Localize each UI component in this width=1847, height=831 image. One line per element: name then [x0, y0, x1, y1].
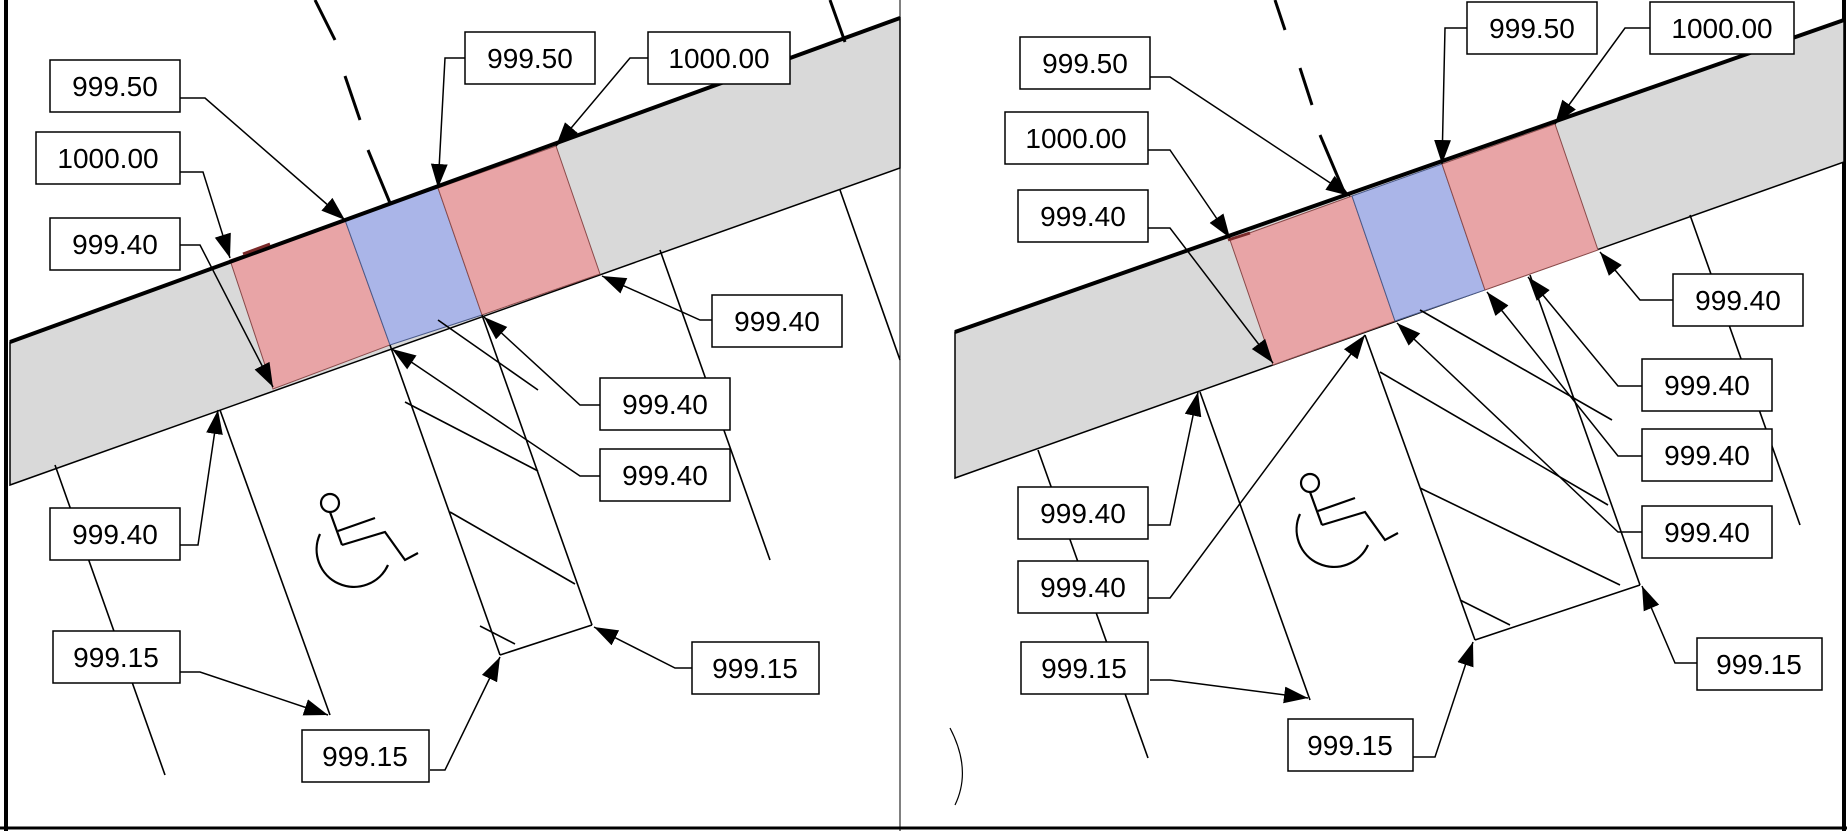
callout-label: 999.40 [1664, 440, 1750, 471]
curb-ramp-flare-right [437, 145, 601, 316]
curb-line [954, 18, 1845, 334]
right-leader-lines [1148, 27, 1697, 758]
callout-label: 1000.00 [57, 143, 158, 174]
callout-label: 999.15 [322, 741, 408, 772]
left-detail-panel: 999.50 1000.00 999.40 999.50 1000.00 999… [9, 0, 901, 783]
callout-label: 999.40 [1040, 572, 1126, 603]
callout-label: 1000.00 [1671, 13, 1772, 44]
callout-label: 999.40 [622, 389, 708, 420]
right-detail-panel: 999.50 1000.00 999.40 999.50 1000.00 999… [954, 0, 1845, 772]
parking-stall-lines [54, 189, 901, 776]
centerline-dashed [1273, 0, 1347, 195]
accessible-parking-icon [1295, 472, 1399, 568]
callout-label: 999.40 [1040, 498, 1126, 529]
callout-label: 999.50 [1042, 48, 1128, 79]
callout-label: 999.40 [1664, 517, 1750, 548]
callout-label: 999.50 [72, 71, 158, 102]
callout-label: 999.15 [1041, 653, 1127, 684]
right-callouts: 999.50 1000.00 999.40 999.50 1000.00 999… [1004, 1, 1823, 772]
callout-label: 999.15 [1716, 649, 1802, 680]
callout-label: 999.50 [1489, 13, 1575, 44]
centerline-dashed [313, 0, 392, 204]
callout-label: 999.40 [72, 229, 158, 260]
left-callouts: 999.50 1000.00 999.40 999.50 1000.00 999… [35, 31, 843, 783]
callout-label: 999.40 [1040, 201, 1126, 232]
callout-label: 1000.00 [1025, 123, 1126, 154]
curb-ramp-flare-right [1441, 123, 1599, 291]
accessible-parking-icon [315, 492, 419, 588]
callout-label: 999.40 [1695, 285, 1781, 316]
left-leader-lines [180, 57, 712, 771]
callout-label: 999.40 [1664, 370, 1750, 401]
callout-label: 999.40 [622, 460, 708, 491]
callout-label: 999.15 [712, 653, 798, 684]
callout-label: 999.40 [72, 519, 158, 550]
callout-label: 999.50 [487, 43, 573, 74]
callout-label: 999.15 [1307, 730, 1393, 761]
callout-label: 999.40 [734, 306, 820, 337]
callout-label: 1000.00 [668, 43, 769, 74]
callout-label: 999.15 [73, 642, 159, 673]
